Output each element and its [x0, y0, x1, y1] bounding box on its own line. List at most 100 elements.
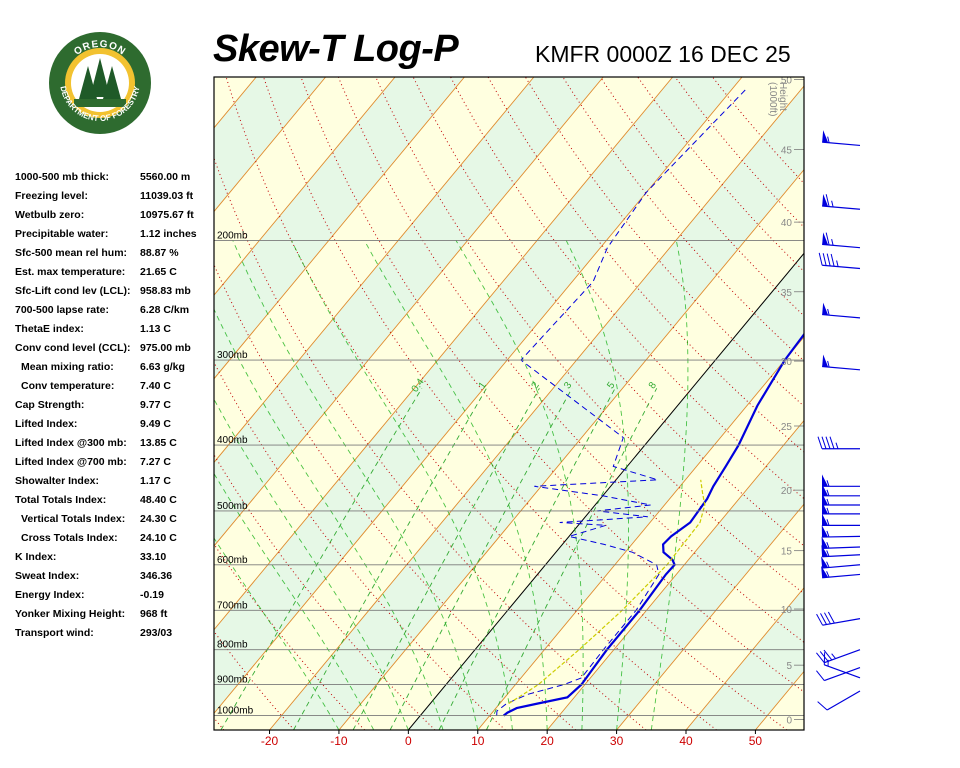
barb-full [825, 436, 831, 449]
isotherm-line [338, 168, 804, 730]
moist-adiabat [565, 240, 629, 730]
moist-adiabat [214, 308, 444, 730]
barb-half [826, 530, 830, 538]
wind-barb [821, 525, 861, 538]
index-value: 48.40 C [140, 494, 177, 506]
index-label: ThetaE index: [15, 323, 84, 335]
height-tick-label: 0 [786, 715, 792, 726]
moist-adiabat [650, 240, 689, 730]
height-tick-label: 35 [781, 288, 793, 299]
barb-staff [826, 690, 861, 711]
index-value: 10975.67 ft [140, 209, 194, 221]
barb-half [826, 480, 830, 487]
index-value: 958.83 mb [140, 285, 191, 297]
temperature-line [502, 332, 804, 717]
barb-half [826, 519, 830, 526]
height-tick-label: 45 [781, 145, 793, 156]
mixing-ratio-label: 2 [530, 380, 542, 391]
dry-adiabat [214, 361, 506, 730]
isotherm-line [214, 77, 743, 714]
mixing-ratio-label: 3 [562, 380, 574, 391]
mixing-ratio-line [220, 388, 423, 730]
moist-adiabat [214, 472, 375, 730]
index-label: Conv cond level (CCL): [15, 342, 131, 354]
index-row: Precipitable water: 1.12 inches [15, 225, 215, 244]
parcel-line [508, 479, 706, 705]
wind-barb [816, 667, 861, 682]
height-tick-label: 25 [781, 422, 793, 433]
dry-adiabat [214, 263, 577, 730]
x-tick-label: 0 [405, 734, 412, 748]
barb-half [835, 442, 839, 449]
mixing-ratio-label: 1 [477, 380, 489, 391]
x-tick-label: -10 [330, 734, 348, 748]
wind-barb [821, 544, 861, 558]
plot-area [0, 77, 804, 730]
barb-full [826, 253, 831, 267]
wind-barb [822, 130, 861, 147]
isotherm-line [616, 503, 804, 730]
barb-full [825, 232, 830, 246]
index-value: 24.10 C [140, 532, 177, 544]
x-tick-label: 20 [540, 734, 554, 748]
barb-half [826, 561, 830, 568]
index-value: 6.28 C/km [140, 304, 190, 316]
index-value: 6.63 g/kg [140, 361, 185, 373]
index-row: Lifted Index @700 mb: 7.27 C [15, 453, 215, 472]
barb-staff [824, 649, 861, 664]
index-value: 21.65 C [140, 266, 177, 278]
barb-half [826, 489, 830, 496]
barb-staff [822, 554, 861, 558]
barb-flag [821, 556, 829, 569]
height-tick-label: 20 [781, 486, 793, 497]
wind-barb [816, 611, 861, 626]
barb-half [826, 550, 830, 557]
barb-flag [821, 536, 829, 549]
isotherm-band [0, 77, 187, 730]
barb-half [826, 571, 830, 578]
index-value: 13.85 C [140, 437, 177, 449]
index-value: 968 ft [140, 608, 168, 620]
barb-half [831, 239, 834, 246]
barb-staff [822, 573, 861, 579]
index-label: Est. max temperature: [15, 266, 126, 278]
x-tick-label: 50 [749, 734, 763, 748]
index-row: Total Totals Index: 48.40 C [15, 491, 215, 510]
index-row: Sfc-Lift cond lev (LCL): 958.83 mb [15, 282, 215, 301]
barb-half [826, 498, 830, 506]
wind-barb [822, 492, 860, 506]
index-row: ThetaE index: 1.13 C [15, 320, 215, 339]
index-value: 11039.03 ft [140, 190, 194, 202]
index-value: 88.87 % [140, 247, 179, 259]
barb-half [827, 136, 830, 143]
index-value: 1.12 inches [140, 228, 197, 240]
moist-adiabat [232, 240, 479, 730]
dry-adiabat [337, 77, 804, 643]
index-row: Yonker Mixing Height: 968 ft [15, 605, 215, 624]
index-row: Cross Totals Index: 24.10 C [15, 529, 215, 548]
index-value: 9.77 C [140, 399, 171, 411]
barb-flag [822, 194, 829, 207]
barb-flag [822, 354, 829, 368]
barb-half [836, 260, 839, 267]
moist-adiabat [214, 398, 409, 730]
isotherm-line [0, 77, 48, 730]
barb-half [827, 360, 830, 368]
barb-staff [821, 535, 861, 538]
x-tick-label: 40 [679, 734, 693, 748]
height-axis-label: Height [777, 82, 788, 111]
pressure-tick-label: 700mb [217, 600, 248, 611]
isotherm-line [214, 77, 604, 547]
isotherm-line [214, 77, 535, 464]
barb-full [821, 436, 827, 449]
mixing-ratio-label: 5 [605, 380, 617, 391]
index-value: 975.00 mb [140, 342, 191, 354]
index-row: K Index: 33.10 [15, 548, 215, 567]
moist-adiabat [455, 240, 584, 730]
pressure-tick-label: 300mb [217, 350, 248, 361]
isotherm-line [0, 77, 187, 730]
logo-ground [74, 99, 126, 107]
barb-full [827, 611, 835, 624]
wind-barb [816, 649, 861, 664]
pressure-tick-label: 600mb [217, 555, 248, 566]
